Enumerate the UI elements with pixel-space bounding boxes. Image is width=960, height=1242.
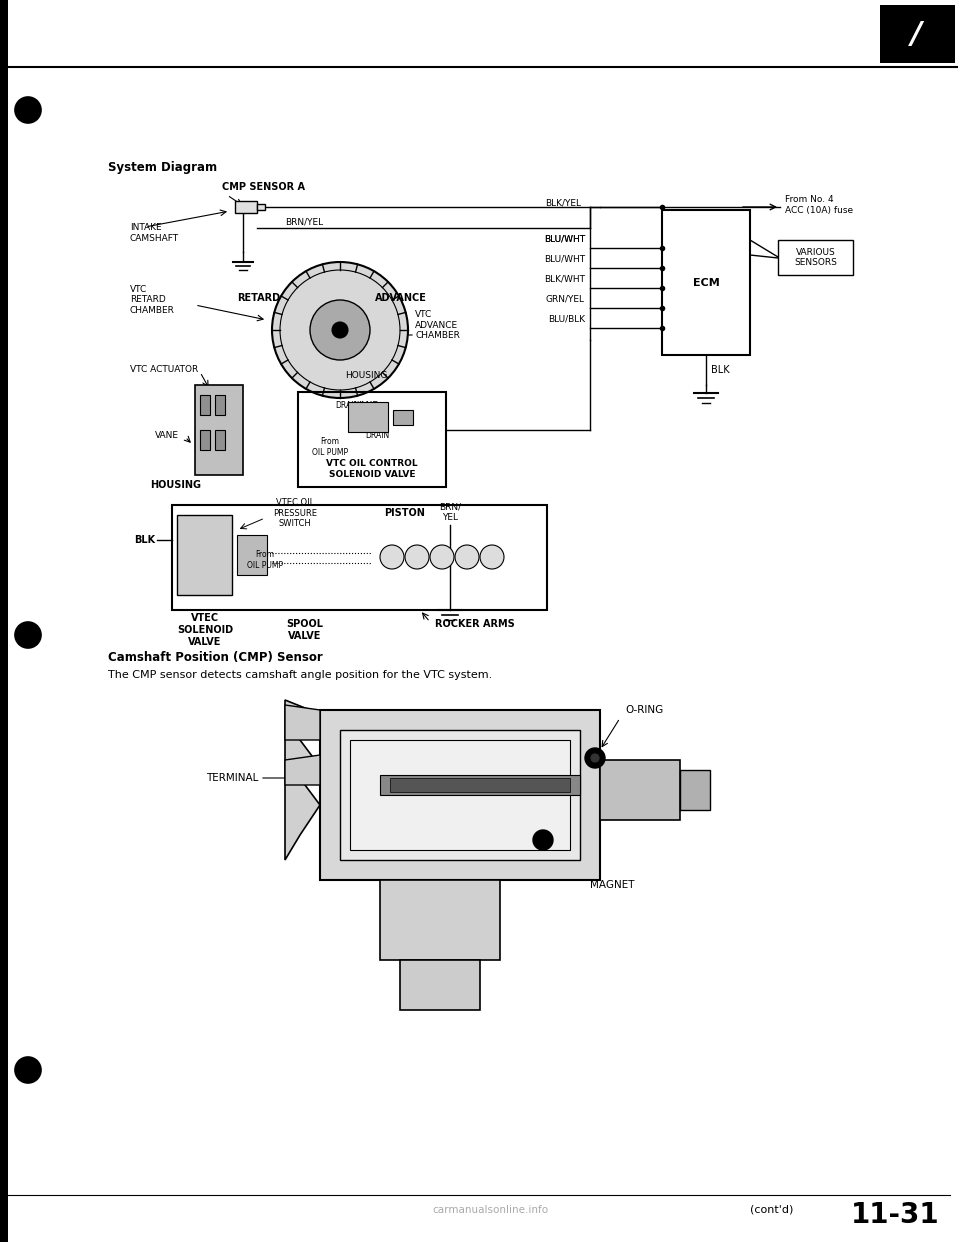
Text: DRAIN: DRAIN	[335, 401, 359, 411]
Bar	[320, 710, 600, 881]
Polygon shape	[285, 705, 320, 740]
Circle shape	[480, 545, 504, 569]
Text: From No. 4
ACC (10A) fuse: From No. 4 ACC (10A) fuse	[785, 195, 853, 215]
Bar	[172, 505, 547, 610]
Text: VTC
ADVANCE
CHAMBER: VTC ADVANCE CHAMBER	[415, 310, 460, 340]
Text: RETARD: RETARD	[237, 293, 280, 303]
Text: HOUSING: HOUSING	[150, 479, 201, 491]
Text: BLU/BLK: BLU/BLK	[548, 315, 585, 324]
Bar	[257, 204, 265, 210]
Text: 11-31: 11-31	[851, 1201, 939, 1230]
Bar	[680, 770, 710, 810]
Text: ADVANCE: ADVANCE	[375, 293, 427, 303]
Circle shape	[380, 545, 404, 569]
Text: TERMINAL: TERMINAL	[205, 773, 258, 782]
Text: BLK: BLK	[133, 535, 155, 545]
Text: From
OIL PUMP: From OIL PUMP	[247, 550, 283, 570]
Text: ROCKER ARMS: ROCKER ARMS	[435, 619, 515, 628]
Text: SPOOL
VALVE: SPOOL VALVE	[286, 620, 324, 641]
Circle shape	[272, 262, 408, 397]
Text: CMP SENSOR A: CMP SENSOR A	[222, 183, 305, 193]
Circle shape	[15, 97, 41, 123]
Text: VANE: VANE	[155, 431, 179, 440]
Circle shape	[405, 545, 429, 569]
Text: VTEC OIL
PRESSURE
SWITCH: VTEC OIL PRESSURE SWITCH	[273, 498, 317, 528]
Bar	[200, 395, 210, 415]
Bar	[662, 210, 750, 355]
Text: MAGNET: MAGNET	[590, 881, 635, 891]
Text: PISTON: PISTON	[385, 508, 425, 518]
Text: (cont'd): (cont'd)	[750, 1205, 793, 1215]
Bar	[600, 760, 680, 820]
Bar	[0, 0, 8, 1242]
Text: VTEC
SOLENOID
VALVE: VTEC SOLENOID VALVE	[177, 614, 233, 647]
Text: GRN/YEL: GRN/YEL	[546, 296, 585, 304]
Circle shape	[585, 748, 605, 768]
Bar	[380, 775, 580, 795]
Text: BLK: BLK	[711, 365, 730, 375]
Bar	[215, 430, 225, 450]
Bar	[200, 430, 210, 450]
Text: VTC OIL CONTROL
SOLENOID VALVE: VTC OIL CONTROL SOLENOID VALVE	[326, 460, 418, 478]
Text: BLU/WHT: BLU/WHT	[544, 235, 585, 243]
Text: VTC
RETARD
CHAMBER: VTC RETARD CHAMBER	[130, 286, 175, 315]
Circle shape	[310, 301, 370, 360]
Text: From
OIL PUMP: From OIL PUMP	[312, 437, 348, 457]
Text: HOUSING: HOUSING	[345, 370, 388, 380]
Text: O-RING: O-RING	[625, 705, 663, 715]
Bar	[298, 392, 446, 487]
Circle shape	[332, 322, 348, 338]
Text: BLK/YEL: BLK/YEL	[545, 199, 581, 207]
Text: BRN/YEL: BRN/YEL	[285, 217, 324, 226]
Text: /: /	[911, 20, 923, 48]
Bar	[380, 881, 500, 960]
Circle shape	[455, 545, 479, 569]
Bar	[177, 515, 232, 595]
Bar	[350, 740, 570, 850]
Circle shape	[590, 753, 600, 763]
Bar	[235, 201, 257, 212]
Text: VARIOUS
SENSORS: VARIOUS SENSORS	[794, 248, 837, 267]
Text: ECM: ECM	[692, 277, 719, 287]
Text: The CMP sensor detects camshaft angle position for the VTC system.: The CMP sensor detects camshaft angle po…	[108, 669, 492, 681]
Text: VANE: VANE	[355, 400, 379, 410]
Bar	[778, 240, 853, 274]
Circle shape	[15, 1057, 41, 1083]
Bar	[393, 410, 413, 425]
Circle shape	[430, 545, 454, 569]
Bar	[400, 960, 480, 1010]
Text: BRN/
YEL: BRN/ YEL	[439, 502, 461, 522]
Bar	[237, 535, 267, 575]
Bar	[195, 385, 243, 474]
Text: BLU/WHT: BLU/WHT	[544, 235, 585, 243]
Bar	[215, 395, 225, 415]
Bar	[390, 777, 570, 792]
Bar	[880, 5, 955, 63]
Text: BLU/WHT: BLU/WHT	[544, 255, 585, 265]
Circle shape	[533, 830, 553, 850]
Polygon shape	[285, 700, 320, 859]
Text: carmanualsonline.info: carmanualsonline.info	[432, 1205, 548, 1215]
Polygon shape	[285, 755, 320, 785]
Text: DRAIN: DRAIN	[365, 431, 389, 441]
Circle shape	[15, 622, 41, 648]
Bar	[348, 402, 388, 432]
Text: System Diagram: System Diagram	[108, 160, 217, 174]
Text: INTAKE
CAMSHAFT: INTAKE CAMSHAFT	[130, 224, 180, 242]
Text: Camshaft Position (CMP) Sensor: Camshaft Position (CMP) Sensor	[108, 652, 323, 664]
Text: VTC ACTUATOR: VTC ACTUATOR	[130, 365, 199, 375]
Bar	[340, 730, 580, 859]
Text: BLK/WHT: BLK/WHT	[544, 274, 585, 284]
